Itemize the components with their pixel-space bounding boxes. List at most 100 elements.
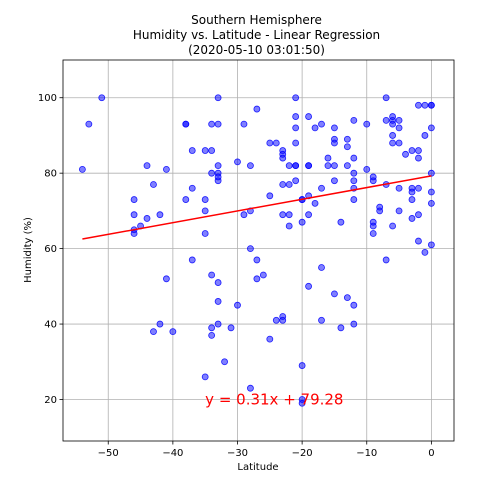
data-point (324, 154, 332, 162)
data-point (331, 290, 338, 298)
data-point (253, 256, 261, 264)
data-point (415, 211, 422, 219)
plot-frame (62, 59, 455, 442)
data-point (350, 116, 358, 124)
data-point (130, 230, 138, 237)
data-point (188, 256, 196, 264)
data-point (350, 154, 358, 162)
y-tick-label: 80 (44, 169, 57, 180)
data-point (98, 94, 106, 102)
data-point (363, 120, 371, 128)
data-point (421, 248, 429, 256)
data-point (169, 328, 177, 336)
data-point (382, 116, 390, 124)
data-point (369, 177, 377, 185)
data-point (415, 237, 422, 245)
data-points (78, 94, 435, 407)
data-point (272, 316, 280, 324)
data-point (389, 132, 397, 139)
data-point (350, 320, 358, 328)
data-point (201, 230, 209, 237)
data-point (130, 211, 138, 219)
axis-ticks: −50 −40 −30 −20 −10 0 20 40 60 80 100 (38, 93, 435, 459)
data-point (240, 120, 248, 128)
x-tick-label: −10 (356, 448, 377, 459)
data-point (427, 241, 435, 249)
data-point (331, 162, 338, 170)
data-point (208, 271, 216, 279)
x-tick-label: 0 (428, 448, 434, 459)
data-point (279, 154, 287, 162)
data-point (421, 101, 429, 109)
data-point (318, 184, 325, 192)
data-point (227, 324, 235, 332)
data-point (408, 188, 416, 196)
data-point (240, 211, 248, 219)
data-point (389, 120, 397, 128)
data-point (221, 358, 228, 366)
data-point (427, 199, 435, 207)
y-tick-label: 40 (44, 320, 57, 331)
data-point (376, 207, 384, 215)
y-tick-label: 20 (44, 395, 57, 406)
x-tick-label: −30 (227, 448, 248, 459)
y-tick-label: 100 (38, 93, 57, 104)
data-point (188, 184, 196, 192)
data-point (208, 120, 216, 128)
data-point (188, 147, 196, 154)
data-point (143, 215, 151, 222)
data-point (305, 162, 312, 170)
data-point (395, 116, 403, 124)
data-point (350, 196, 358, 203)
data-point (427, 188, 435, 196)
data-point (214, 177, 222, 185)
x-tick-label: −40 (162, 448, 183, 459)
data-point (337, 324, 345, 332)
data-point (311, 199, 319, 207)
data-point (408, 196, 416, 203)
data-point (150, 328, 157, 336)
y-axis-label: Humidity (%) (23, 217, 34, 283)
data-point (266, 139, 274, 147)
data-point (343, 294, 351, 302)
data-point (279, 211, 287, 219)
data-point (130, 196, 138, 203)
data-point (214, 298, 222, 305)
data-point (427, 124, 435, 132)
data-point (279, 181, 287, 188)
data-point (201, 373, 209, 381)
data-point (285, 181, 293, 188)
x-tick-label: −50 (98, 448, 119, 459)
data-point (427, 169, 435, 177)
data-point (163, 275, 170, 283)
y-tick-label: 60 (44, 244, 57, 255)
data-point (292, 162, 300, 170)
data-point (201, 196, 209, 203)
data-point (285, 222, 293, 230)
data-point (214, 120, 222, 128)
data-point (201, 147, 209, 154)
regression-equation: y = 0.31x + 79.28 (205, 391, 343, 409)
data-point (305, 113, 312, 120)
data-point (143, 162, 151, 170)
data-point (182, 120, 190, 128)
data-point (292, 94, 300, 102)
data-point (343, 143, 351, 151)
regression-line (82, 175, 432, 240)
data-point (272, 139, 280, 147)
data-point (292, 139, 300, 147)
data-point (285, 162, 293, 170)
data-point (266, 192, 274, 200)
data-point (214, 320, 222, 328)
data-point (408, 215, 416, 222)
grid-lines (63, 60, 454, 441)
data-point (331, 177, 338, 185)
data-point (369, 222, 377, 230)
data-point (311, 124, 319, 132)
data-point (415, 154, 422, 162)
data-point (421, 132, 429, 139)
data-point (298, 362, 306, 369)
data-point (324, 162, 332, 170)
